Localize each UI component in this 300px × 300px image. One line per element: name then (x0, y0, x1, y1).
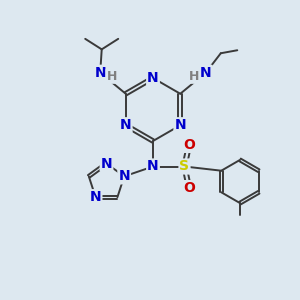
Text: N: N (90, 190, 101, 204)
Text: O: O (183, 138, 195, 152)
Text: N: N (147, 71, 159, 85)
Text: S: S (179, 160, 190, 173)
Text: N: N (120, 118, 131, 132)
Text: H: H (106, 70, 117, 83)
Text: N: N (175, 118, 186, 132)
Text: N: N (147, 160, 159, 173)
Text: N: N (200, 66, 212, 80)
Text: N: N (118, 169, 130, 183)
Text: O: O (183, 181, 195, 195)
Text: N: N (101, 157, 112, 170)
Text: N: N (94, 66, 106, 80)
Text: H: H (189, 70, 200, 83)
